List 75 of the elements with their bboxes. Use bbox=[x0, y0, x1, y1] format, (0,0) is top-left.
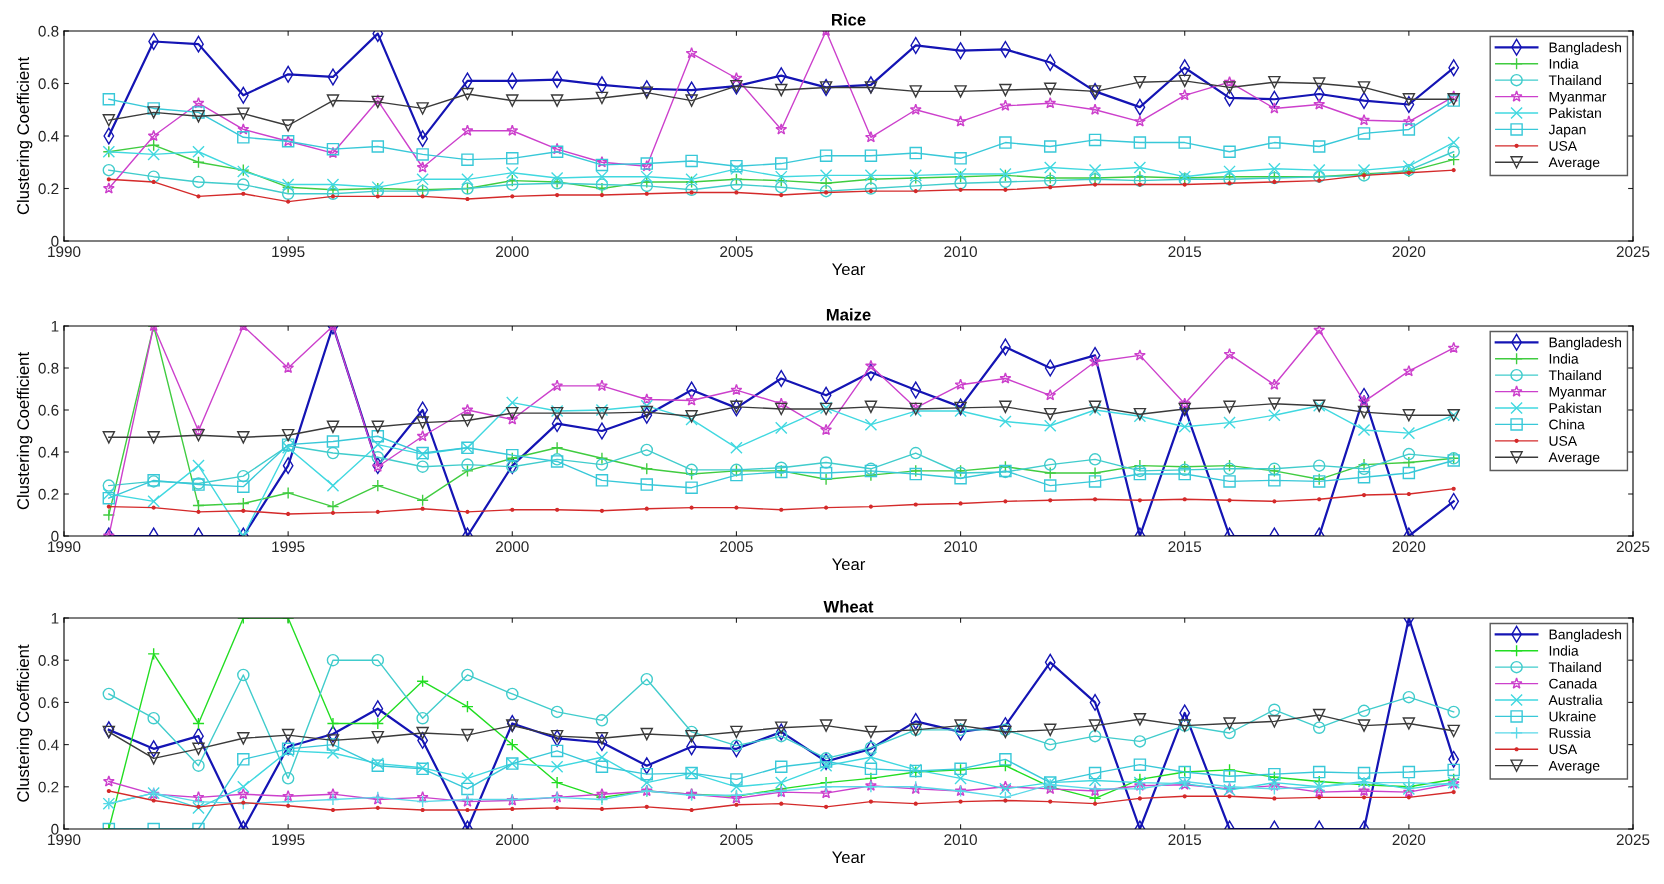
legend-label: Canada bbox=[1549, 678, 1598, 689]
legend-label: Japan bbox=[1548, 124, 1586, 138]
x-tick-label: 1995 bbox=[272, 541, 305, 553]
x-tick-label: 1990 bbox=[48, 541, 81, 553]
y-tick-label: 0.6 bbox=[38, 404, 59, 416]
legend-label: India bbox=[1549, 353, 1579, 364]
y-tick-label: 0 bbox=[51, 235, 59, 247]
x-tick-label: 2020 bbox=[1392, 246, 1426, 258]
x-tick-label: 2020 bbox=[1392, 541, 1426, 553]
x-tick-label: 2025 bbox=[1616, 541, 1650, 553]
y-tick-label: 0.4 bbox=[38, 446, 59, 458]
x-tick-label: 1990 bbox=[48, 246, 81, 258]
legend-label: India bbox=[1549, 58, 1579, 69]
legend-label: Bangladesh bbox=[1549, 629, 1621, 643]
legend-label: China bbox=[1549, 419, 1585, 430]
y-tick-label: 1 bbox=[51, 321, 59, 332]
legend-label: USA bbox=[1549, 140, 1578, 151]
y-tick-label: 0.8 bbox=[38, 362, 59, 374]
legend-label: Myanmar bbox=[1549, 91, 1607, 105]
x-tick-label: 2005 bbox=[720, 246, 753, 258]
y-tick-label: 0.4 bbox=[38, 130, 59, 142]
y-tick-label: 0.2 bbox=[38, 183, 59, 195]
legend-label: Bangladesh bbox=[1549, 42, 1621, 56]
legend-label: India bbox=[1549, 645, 1579, 656]
x-tick-label: 2025 bbox=[1616, 246, 1650, 258]
x-tick-label: 1990 bbox=[48, 834, 81, 846]
legend-label: Average bbox=[1548, 452, 1600, 465]
legend-label: Myanmar bbox=[1549, 386, 1607, 400]
legend-label: Thailand bbox=[1548, 74, 1601, 86]
x-tick-label: 2015 bbox=[1168, 541, 1202, 553]
y-tick-label: 1 bbox=[51, 613, 59, 624]
legend-label: Ukraine bbox=[1549, 711, 1596, 722]
chart-title: Rice bbox=[832, 13, 866, 26]
y-tick-label: 0.8 bbox=[38, 655, 59, 666]
chart-title: Maize bbox=[826, 308, 871, 321]
x-tick-label: 2015 bbox=[1168, 246, 1202, 258]
legend-label: Pakistan bbox=[1549, 107, 1601, 118]
legend-label: Thailand bbox=[1548, 661, 1601, 673]
y-axis-title: Clustering Coefficient bbox=[16, 644, 33, 802]
legend-label: Thailand bbox=[1548, 369, 1601, 381]
chart-title: Wheat bbox=[823, 600, 874, 613]
legend-label: Pakistan bbox=[1549, 402, 1601, 413]
legend-label: Bangladesh bbox=[1549, 337, 1621, 351]
x-axis-title: Year bbox=[832, 851, 866, 864]
x-tick-label: 2000 bbox=[496, 246, 529, 258]
x-tick-label: 2020 bbox=[1392, 834, 1426, 846]
x-axis-title: Year bbox=[832, 263, 866, 276]
legend-label: Russia bbox=[1549, 727, 1591, 738]
y-tick-label: 0 bbox=[51, 823, 59, 835]
x-tick-label: 2015 bbox=[1168, 834, 1202, 846]
x-tick-label: 2005 bbox=[720, 834, 753, 846]
x-axis-title: Year bbox=[832, 558, 866, 571]
y-tick-label: 0.6 bbox=[38, 78, 59, 90]
legend-label: USA bbox=[1549, 744, 1578, 755]
x-tick-label: 2010 bbox=[944, 541, 977, 553]
y-tick-label: 0 bbox=[51, 530, 59, 542]
legend-label: Average bbox=[1548, 157, 1600, 170]
y-axis-title: Clustering Coefficient bbox=[16, 352, 33, 510]
y-tick-label: 0.2 bbox=[38, 488, 59, 500]
x-tick-label: 1995 bbox=[272, 834, 305, 846]
y-tick-label: 0.4 bbox=[38, 739, 59, 751]
y-tick-label: 0.2 bbox=[38, 781, 59, 793]
x-tick-label: 2005 bbox=[720, 541, 753, 553]
y-tick-label: 0.6 bbox=[38, 697, 59, 709]
y-tick-label: 0.8 bbox=[38, 25, 59, 37]
x-tick-label: 1995 bbox=[272, 246, 305, 258]
x-tick-label: 2000 bbox=[496, 834, 529, 846]
x-tick-label: 2010 bbox=[944, 834, 977, 846]
x-tick-label: 2010 bbox=[944, 246, 977, 258]
legend-label: Australia bbox=[1548, 694, 1603, 705]
x-tick-label: 2025 bbox=[1616, 834, 1650, 846]
legend-label: Average bbox=[1548, 760, 1600, 774]
legend-label: USA bbox=[1549, 435, 1578, 446]
y-axis-title: Clustering Coefficient bbox=[16, 57, 33, 215]
x-tick-label: 2000 bbox=[496, 541, 529, 553]
